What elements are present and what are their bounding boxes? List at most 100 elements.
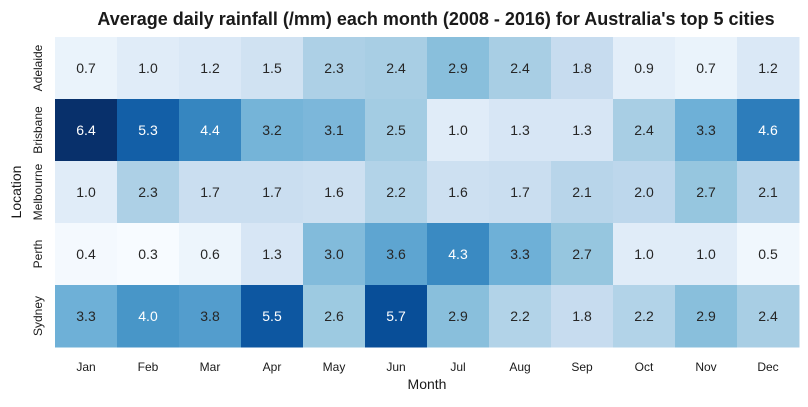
heatmap-cell-value: 2.2	[386, 184, 406, 200]
heatmap-cell-value: 0.6	[200, 246, 220, 262]
heatmap-cell	[179, 223, 242, 286]
heatmap-cell-value: 1.5	[262, 60, 282, 76]
heatmap-cell-value: 3.3	[696, 122, 716, 138]
heatmap-cell	[675, 223, 738, 286]
heatmap-cell	[303, 285, 366, 348]
heatmap-cell	[303, 37, 366, 100]
heatmap-cell-value: 2.0	[634, 184, 654, 200]
heatmap-cell	[55, 99, 118, 162]
heatmap-cell-value: 1.0	[138, 60, 158, 76]
heatmap-cell	[737, 223, 800, 286]
x-tick-labels: Jan Feb Mar Apr May Jun Jul Aug Sep Oct Nov Dec	[76, 360, 778, 374]
x-tick-label: Jul	[450, 360, 465, 374]
y-tick-labels: Adelaide Brisbane Melbourne Perth Sydney	[31, 44, 45, 336]
heatmap-cell-value: 3.3	[510, 246, 530, 262]
heatmap-cell	[489, 161, 552, 224]
heatmap-cell-value: 2.4	[386, 60, 406, 76]
heatmap-cell	[117, 223, 180, 286]
heatmap-cell	[179, 37, 242, 100]
heatmap-cell	[551, 99, 614, 162]
heatmap-cell	[303, 161, 366, 224]
x-tick-label: Dec	[757, 360, 778, 374]
heatmap-cell	[241, 37, 304, 100]
heatmap-cell	[427, 161, 490, 224]
heatmap-cell-value: 2.2	[510, 308, 530, 324]
heatmap-cell-value: 4.0	[138, 308, 158, 324]
heatmap-cell	[675, 99, 738, 162]
heatmap-cell	[427, 285, 490, 348]
heatmap-cell-value: 2.7	[572, 246, 592, 262]
heatmap-cell-value: 2.4	[510, 60, 530, 76]
heatmap-cell-value: 1.0	[448, 122, 468, 138]
heatmap-cell	[365, 161, 428, 224]
heatmap-cell-value: 2.5	[386, 122, 406, 138]
heatmap-cell-value: 1.3	[262, 246, 282, 262]
heatmap-cell-value: 3.1	[324, 122, 344, 138]
heatmap-cell-value: 3.0	[324, 246, 344, 262]
heatmap-cell-value: 1.2	[758, 60, 778, 76]
x-tick-label: Oct	[635, 360, 654, 374]
heatmap-cell-labels: 0.7 1.0 1.2 1.5 2.3 2.4 2.9 2.4 1.8 0.9 0.7 1.2 6.4 5…	[76, 60, 778, 324]
heatmap-cell-value: 3.8	[200, 308, 220, 324]
heatmap-cell	[117, 37, 180, 100]
heatmap-cell	[427, 223, 490, 286]
y-tick-label: Adelaide	[31, 44, 45, 91]
heatmap-cell-value: 2.1	[572, 184, 592, 200]
heatmap-cell-value: 2.2	[634, 308, 654, 324]
heatmap-cell-value: 2.4	[634, 122, 654, 138]
heatmap-cell-value: 1.6	[448, 184, 468, 200]
heatmap-cell	[489, 223, 552, 286]
heatmap-cell	[489, 37, 552, 100]
heatmap-cell	[675, 37, 738, 100]
heatmap-cell-value: 5.3	[138, 122, 158, 138]
heatmap-cell-value: 2.9	[448, 60, 468, 76]
heatmap-cell-value: 1.0	[696, 246, 716, 262]
heatmap-cell	[613, 223, 676, 286]
x-tick-label: Nov	[695, 360, 716, 374]
x-tick-label: Sep	[571, 360, 593, 374]
heatmap-cell	[179, 161, 242, 224]
x-tick-label: Mar	[200, 360, 221, 374]
heatmap-cell-value: 1.3	[510, 122, 530, 138]
heatmap-cell	[613, 161, 676, 224]
heatmap-cell-value: 0.9	[634, 60, 654, 76]
heatmap-cell	[117, 285, 180, 348]
heatmap-cell-value: 1.0	[76, 184, 96, 200]
heatmap-cell-value: 2.3	[138, 184, 158, 200]
heatmap-cell	[55, 161, 118, 224]
heatmap-cell	[551, 223, 614, 286]
heatmap-cell	[365, 37, 428, 100]
heatmap-cell-value: 2.4	[758, 308, 778, 324]
heatmap-cell	[613, 285, 676, 348]
heatmap-cell	[737, 285, 800, 348]
heatmap-cell-value: 4.3	[448, 246, 468, 262]
x-tick-label: Apr	[263, 360, 282, 374]
heatmap-cell	[365, 99, 428, 162]
heatmap-cell-value: 4.6	[758, 122, 778, 138]
heatmap-cell	[737, 161, 800, 224]
heatmap-cell	[427, 37, 490, 100]
y-axis-label: Location	[8, 166, 24, 219]
heatmap-cell-value: 5.7	[386, 308, 406, 324]
y-tick-label: Melbourne	[31, 163, 45, 220]
heatmap-cell	[55, 37, 118, 100]
heatmap-cell-value: 0.5	[758, 246, 778, 262]
heatmap-cell	[241, 161, 304, 224]
y-tick-label: Brisbane	[31, 106, 45, 154]
heatmap-cell	[489, 99, 552, 162]
heatmap-cell-value: 2.6	[324, 308, 344, 324]
heatmap-cell	[427, 99, 490, 162]
x-tick-label: May	[323, 360, 346, 374]
heatmap-cell	[241, 99, 304, 162]
heatmap-cell	[55, 285, 118, 348]
heatmap-cell	[489, 285, 552, 348]
heatmap-cell	[241, 285, 304, 348]
x-tick-label: Aug	[509, 360, 530, 374]
heatmap-cell	[551, 161, 614, 224]
heatmap-cell	[365, 223, 428, 286]
heatmap-cell	[117, 99, 180, 162]
heatmap-cell	[365, 285, 428, 348]
heatmap-cell-value: 3.3	[76, 308, 96, 324]
